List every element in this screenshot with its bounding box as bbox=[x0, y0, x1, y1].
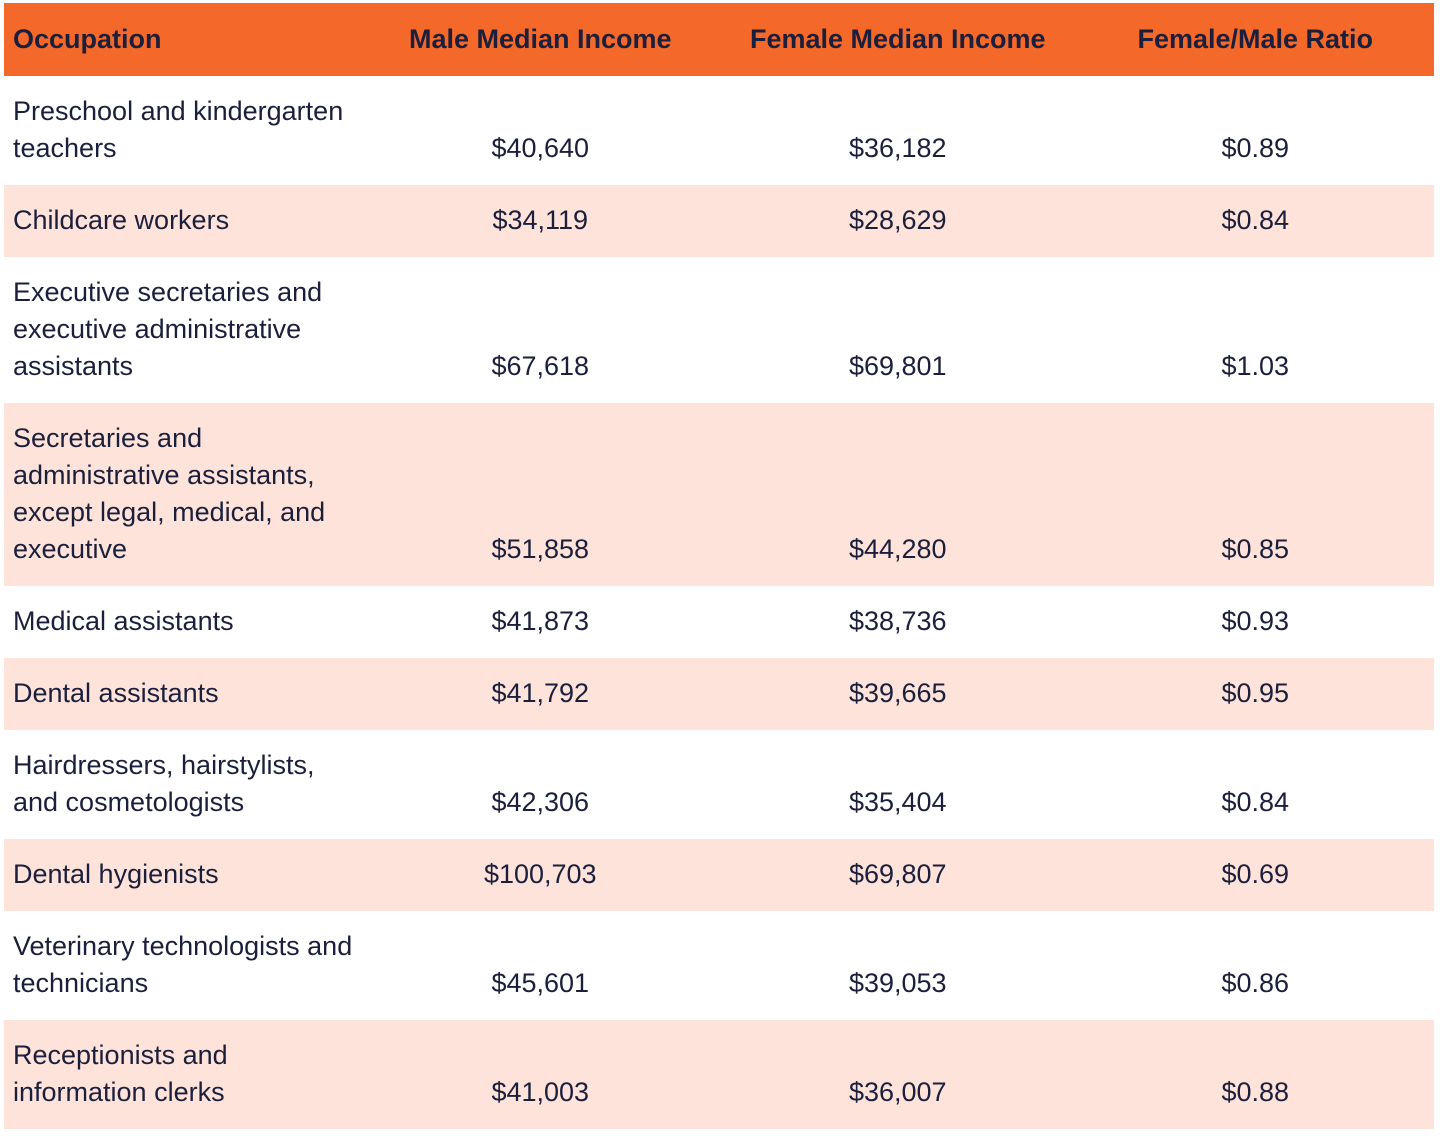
occupation-cell: Veterinary technologists and technicians bbox=[13, 931, 353, 998]
table-row: Receptionists and information clerks $41,… bbox=[4, 1020, 1434, 1129]
occupation-cell: Dental hygienists bbox=[4, 839, 362, 911]
value-cell: $0.89 bbox=[1221, 133, 1290, 163]
table-row: Executive secretaries and executive admi… bbox=[4, 257, 1434, 403]
value-cell: $38,736 bbox=[848, 606, 947, 636]
value-cell: $69,807 bbox=[719, 839, 1077, 911]
table-row: Medical assistants $41,873 $38,736 $0.93 bbox=[4, 586, 1434, 658]
column-header: Occupation bbox=[4, 3, 362, 76]
table-row: Dental assistants $41,792 $39,665 $0.95 bbox=[4, 658, 1434, 730]
occupation-cell: Medical assistants bbox=[13, 606, 234, 636]
occupation-cell: Childcare workers bbox=[4, 185, 362, 257]
value-cell: $36,007 bbox=[719, 1020, 1077, 1129]
value-cell: $40,640 bbox=[491, 133, 590, 163]
table-row: Hairdressers, hairstylists, and cosmetol… bbox=[4, 730, 1434, 839]
column-header: Female/Male Ratio bbox=[1076, 3, 1434, 76]
table-row: Veterinary technologists and technicians… bbox=[4, 911, 1434, 1020]
table-body: Preschool and kindergarten teachers $40,6… bbox=[4, 76, 1434, 1129]
value-cell: $0.95 bbox=[1076, 658, 1434, 730]
occupation-cell: Receptionists and information clerks bbox=[4, 1020, 362, 1129]
value-cell: $0.84 bbox=[1076, 185, 1434, 257]
occupation-cell: Hairdressers, hairstylists, and cosmetol… bbox=[13, 750, 315, 817]
value-cell: $0.88 bbox=[1076, 1020, 1434, 1129]
value-cell: $44,280 bbox=[719, 403, 1077, 586]
column-header: Female Median Income bbox=[719, 3, 1077, 76]
value-cell: $35,404 bbox=[848, 787, 947, 817]
table-row: Childcare workers $34,119 $28,629 $0.84 bbox=[4, 185, 1434, 257]
income-table: Occupation Male Median Income Female Media… bbox=[4, 3, 1434, 1129]
value-cell: $36,182 bbox=[848, 133, 947, 163]
value-cell: $42,306 bbox=[491, 787, 590, 817]
value-cell: $0.84 bbox=[1221, 787, 1290, 817]
value-cell: $0.86 bbox=[1221, 968, 1290, 998]
value-cell: $69,801 bbox=[848, 351, 947, 381]
value-cell: $1.03 bbox=[1221, 351, 1290, 381]
value-cell: $41,873 bbox=[491, 606, 590, 636]
value-cell: $28,629 bbox=[719, 185, 1077, 257]
value-cell: $100,703 bbox=[361, 839, 719, 911]
table-row: Dental hygienists $100,703 $69,807 $0.69 bbox=[4, 839, 1434, 911]
occupation-cell: Executive secretaries and executive admi… bbox=[13, 277, 323, 381]
table-row: Secretaries and administrative assistant… bbox=[4, 403, 1434, 586]
value-cell: $34,119 bbox=[361, 185, 719, 257]
value-cell: $41,003 bbox=[361, 1020, 719, 1129]
occupation-cell: Preschool and kindergarten teachers bbox=[13, 96, 344, 163]
value-cell: $0.93 bbox=[1221, 606, 1290, 636]
value-cell: $39,665 bbox=[719, 658, 1077, 730]
value-cell: $45,601 bbox=[491, 968, 590, 998]
header-row: Occupation Male Median Income Female Media… bbox=[4, 3, 1434, 76]
column-header: Male Median Income bbox=[361, 3, 719, 76]
value-cell: $41,792 bbox=[361, 658, 719, 730]
value-cell: $67,618 bbox=[491, 351, 590, 381]
value-cell: $0.85 bbox=[1076, 403, 1434, 586]
value-cell: $51,858 bbox=[361, 403, 719, 586]
occupation-cell: Dental assistants bbox=[4, 658, 362, 730]
occupation-cell: Secretaries and administrative assistant… bbox=[4, 403, 362, 586]
value-cell: $0.69 bbox=[1076, 839, 1434, 911]
value-cell: $39,053 bbox=[848, 968, 947, 998]
table-row: Preschool and kindergarten teachers $40,6… bbox=[4, 76, 1434, 185]
